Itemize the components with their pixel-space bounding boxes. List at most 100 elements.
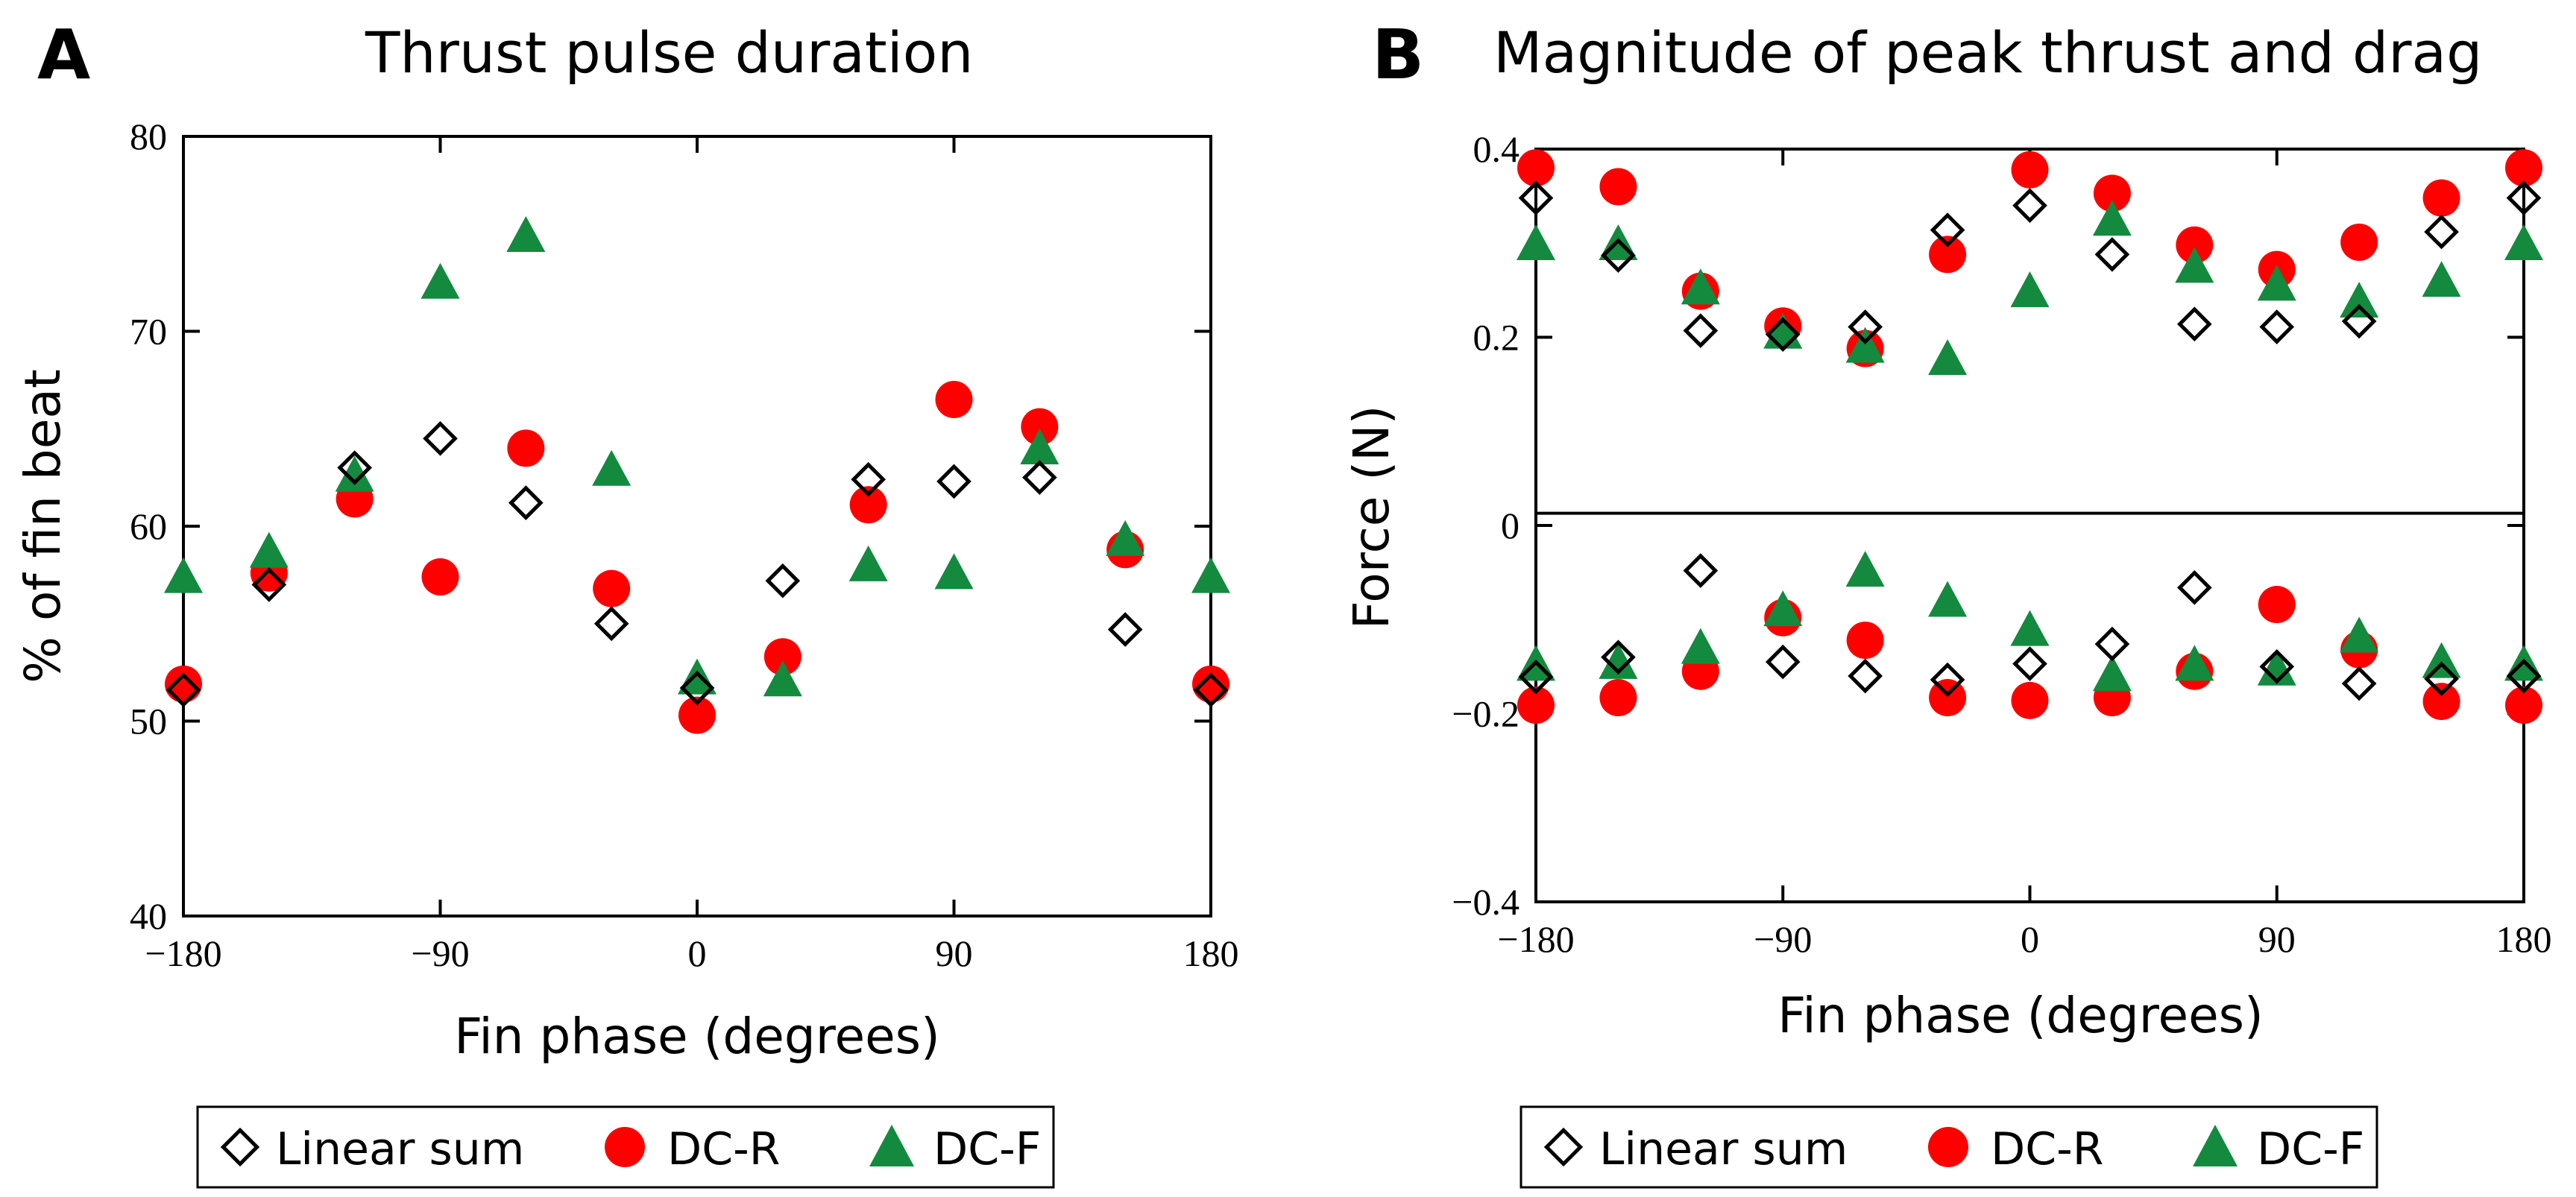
point-dc-f [2340,282,2379,318]
point-dc-f [592,449,632,486]
x-tick-label: 0 [688,932,707,974]
point-dc-r [1929,236,1967,274]
chart-b-frame [1534,148,2525,903]
point-dc-f [2175,247,2214,283]
x-tick-label: −180 [1497,918,1574,960]
point-dc-f [1845,551,1885,587]
point-dc-f [1681,268,1720,305]
point-dc-r [2258,586,2296,624]
point-linear-sum [679,670,715,706]
point-dc-f [335,455,374,492]
legend-b-label-dc-f: DC-F [2257,1123,2364,1175]
point-dc-r [935,381,973,419]
point-linear-sum [251,567,287,602]
chart-b-ylabel: Force (N) [1343,405,1400,629]
chart-a-xlabel: Fin phase (degrees) [454,1008,940,1065]
point-linear-sum [1107,612,1143,647]
legend-b-label-dc-r: DC-R [1991,1123,2103,1175]
point-dc-r [165,665,202,703]
point-linear-sum [2012,188,2047,224]
point-dc-r [2422,179,2460,217]
diamond-icon [220,1127,260,1167]
point-linear-sum [423,420,458,456]
legend-a-label-linear-sum: Linear sum [276,1123,524,1175]
y-tick-label: −0.2 [1452,693,1520,735]
point-dc-f [1020,429,1059,465]
point-dc-f [421,262,460,299]
point-linear-sum [851,461,887,497]
chart-b-xlabel: Fin phase (degrees) [1777,987,2264,1044]
legend-a-label-dc-f: DC-F [933,1123,1041,1175]
x-tick-label: 180 [2496,918,2552,960]
point-dc-f [2257,649,2296,686]
legend-b-label-linear-sum: Linear sum [1599,1123,1848,1175]
point-dc-f [2422,261,2461,297]
point-dc-f [1928,339,1968,376]
point-linear-sum [2259,649,2295,684]
point-linear-sum [2506,180,2542,215]
point-dc-f [1845,326,1885,363]
point-linear-sum [2424,214,2459,250]
point-linear-sum [2176,306,2212,342]
legend-a: Linear sum DC-R DC-F [196,1105,1055,1189]
panel-b-letter: B [1372,15,1424,95]
point-dc-f [1517,224,1555,261]
y-tick-label: 0.2 [1473,317,1520,359]
point-linear-sum [2341,303,2377,339]
point-dc-r [1517,686,1555,724]
point-dc-f [1191,557,1230,593]
point-dc-f [1681,628,1720,664]
point-dc-r [421,558,459,596]
point-linear-sum [1518,659,1554,695]
point-linear-sum [2012,646,2047,681]
point-dc-f [2340,616,2379,653]
point-dc-r [1846,622,1884,660]
point-dc-f [2010,610,2050,646]
point-dc-f [934,553,974,590]
y-tick-label: 0.4 [1473,128,1520,170]
circle-icon [605,1127,645,1167]
point-dc-f [2010,271,2050,308]
point-dc-r [2011,151,2049,189]
point-linear-sum [1518,180,1554,215]
point-dc-f [249,531,289,568]
point-dc-r [1599,168,1637,206]
chart-a-ylabel: % of fin beat [14,369,72,683]
point-linear-sum [1765,644,1801,680]
x-tick-label: −90 [1754,918,1812,960]
point-dc-r [2505,149,2542,187]
point-linear-sum [1193,672,1229,707]
point-linear-sum [2424,661,2459,697]
point-linear-sum [1930,212,1965,247]
panel-a-letter: A [37,15,90,95]
point-dc-r [763,638,802,676]
point-dc-r [1192,665,1229,703]
x-tick-label: 90 [2258,918,2296,960]
point-linear-sum [2176,569,2212,605]
point-dc-r [2422,683,2460,721]
point-dc-r [1021,408,1059,446]
x-tick-label: −90 [411,932,469,974]
point-dc-r [1599,679,1637,717]
x-tick-label: −180 [145,932,221,974]
point-dc-f [1763,590,1803,627]
point-linear-sum [1848,658,1883,694]
point-linear-sum [765,563,801,598]
point-dc-r [2505,686,2542,724]
chart-b: −180 −90 0 90 180 −0.4 −0.2 0 0.2 0.4 Fin phase (… [1343,128,2552,1044]
point-dc-f [1928,581,1968,617]
point-dc-f [1106,519,1145,556]
y-tick-label: 0 [1501,505,1520,546]
point-dc-r [849,486,887,524]
y-tick-label: 70 [130,311,167,353]
point-linear-sum [593,606,629,642]
point-linear-sum [508,485,544,520]
y-tick-label: 60 [130,505,167,547]
point-dc-f [2257,265,2296,301]
point-dc-r [2011,681,2049,719]
point-linear-sum [2094,626,2130,662]
x-tick-label: 90 [936,932,973,974]
chart-a: −180 −90 0 90 180 40 50 60 70 80 Fin phase (degre… [14,116,1239,1065]
point-linear-sum [2259,309,2295,344]
